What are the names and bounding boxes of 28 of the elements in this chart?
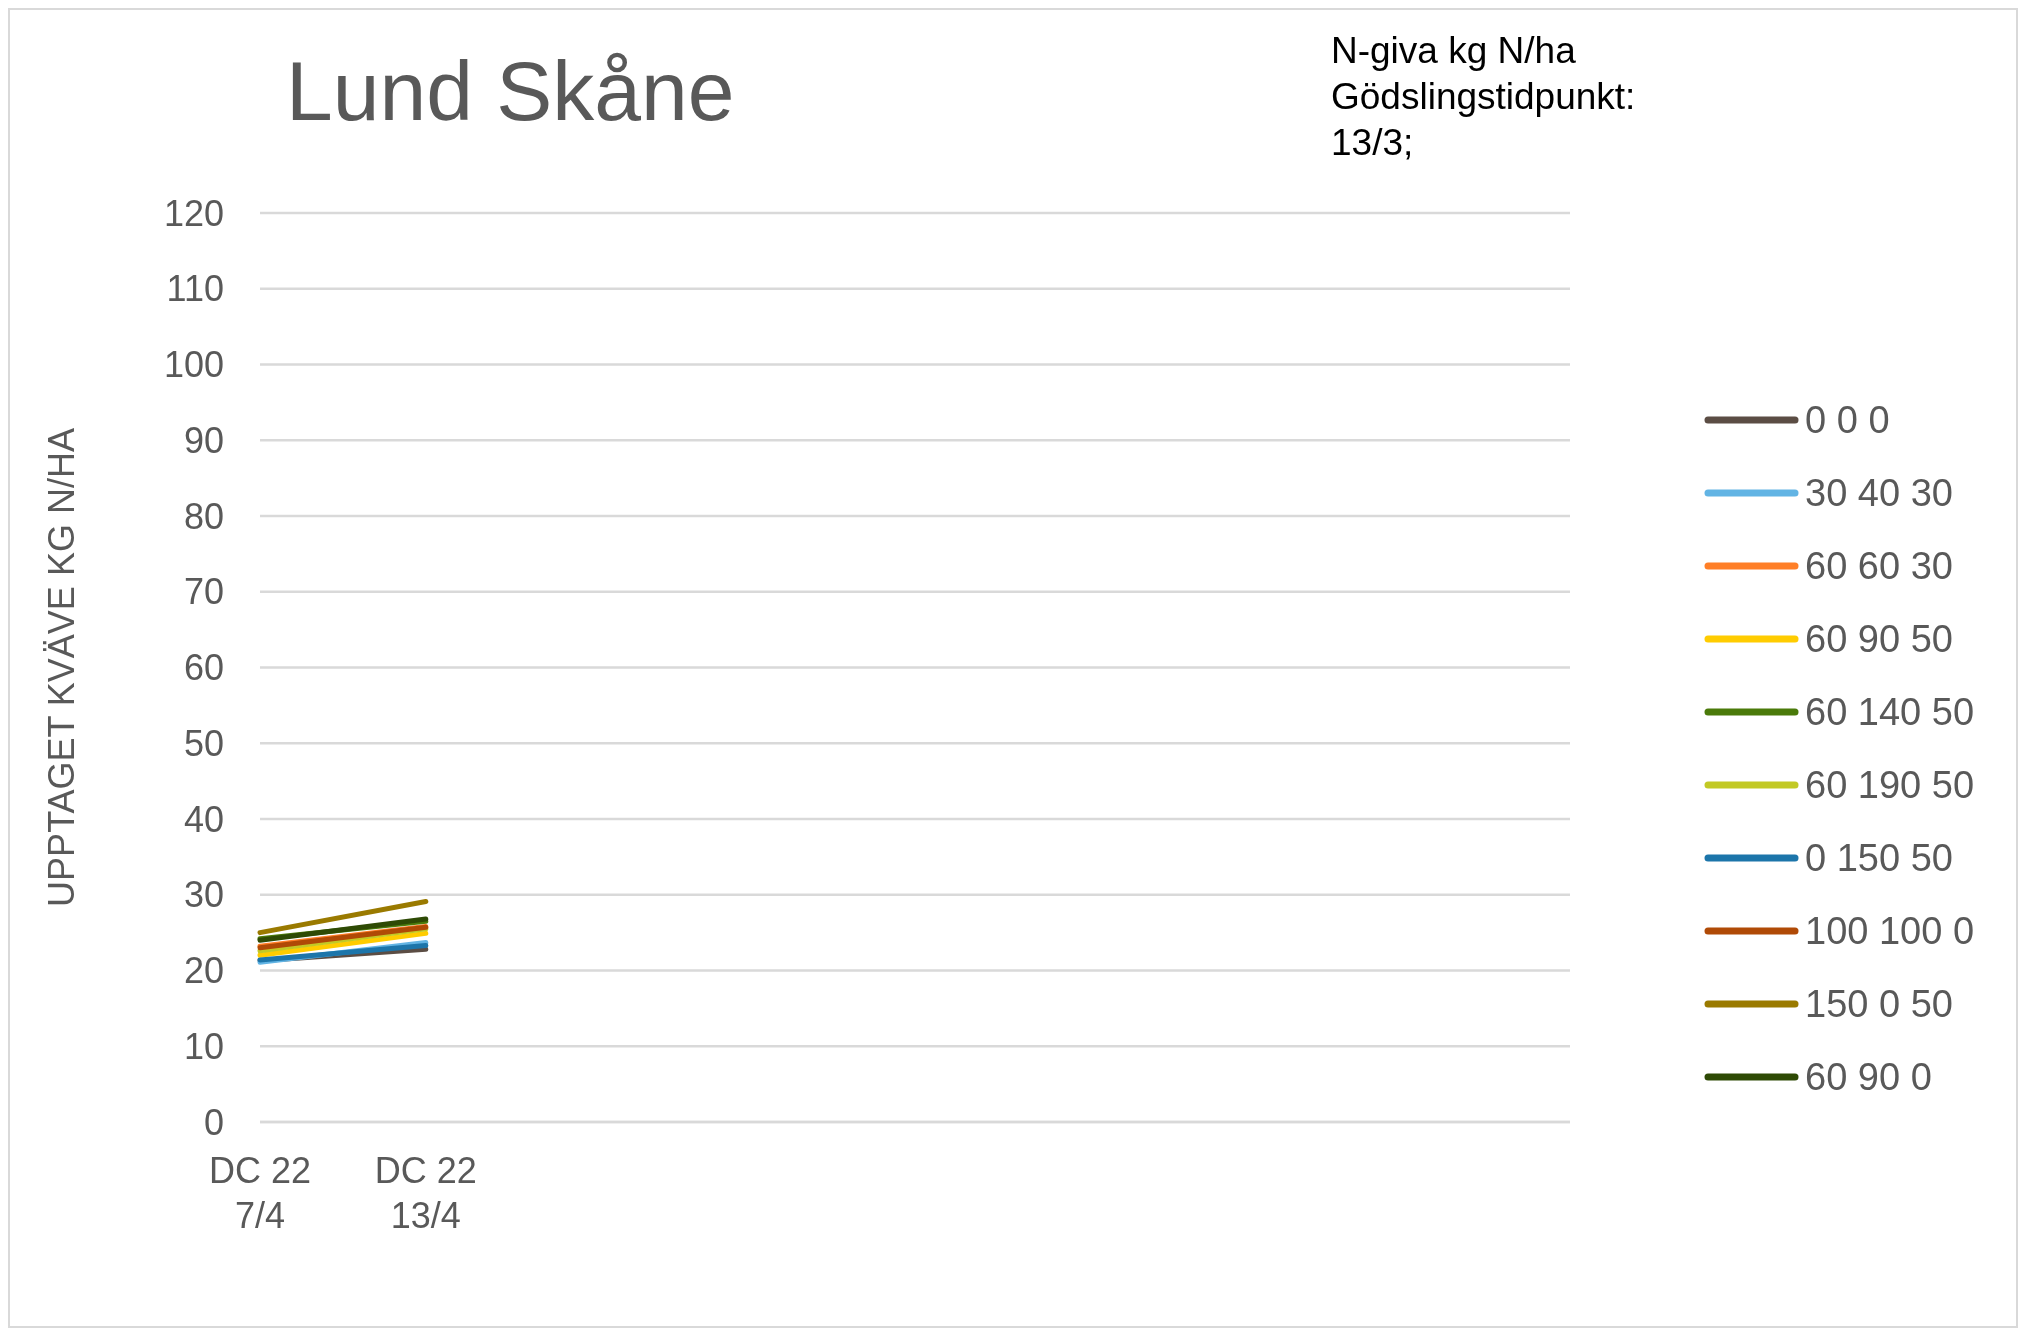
text: N-giva kg N/ha Gödslingstidpunkt: 13/3; (1331, 30, 1636, 163)
y-tick-label: 120 (163, 192, 224, 234)
legend-label: 60 60 30 (1805, 545, 1953, 588)
y-tick-label: 50 (183, 722, 224, 764)
legend-label: 0 150 50 (1805, 837, 1953, 880)
y-tick-label: 90 (183, 419, 224, 461)
y-tick-label: 10 (183, 1025, 224, 1067)
legend-label: 60 140 50 (1805, 691, 1975, 734)
y-tick-label: 40 (183, 798, 224, 840)
y-tick-label: 100 (163, 344, 224, 386)
y-tick-label: 0 (203, 1101, 224, 1143)
y-tick-label: 60 (183, 647, 224, 689)
chart-title: Lund Skåne (286, 44, 735, 138)
legend-label: 60 90 0 (1805, 1056, 1932, 1099)
legend-label: 150 0 50 (1805, 983, 1953, 1026)
y-tick-label: 30 (183, 874, 224, 916)
x-tick-label: DC 22 13/4 (374, 1150, 477, 1236)
legend-label: 60 190 50 (1805, 764, 1975, 807)
legend-label: 30 40 30 (1805, 472, 1953, 515)
y-axis-title: UPPTAGET KVÄVE KG N/HA (41, 428, 82, 907)
legend-label: 0 0 0 (1805, 399, 1890, 442)
y-tick-label: 20 (183, 950, 224, 992)
legend-label: 60 90 50 (1805, 618, 1953, 661)
y-tick-label: 70 (183, 571, 224, 613)
legend-label: 100 100 0 (1805, 910, 1975, 953)
y-tick-label: 80 (183, 495, 224, 537)
y-tick-label: 110 (166, 268, 224, 310)
x-tick-label: DC 22 7/4 (208, 1150, 312, 1236)
